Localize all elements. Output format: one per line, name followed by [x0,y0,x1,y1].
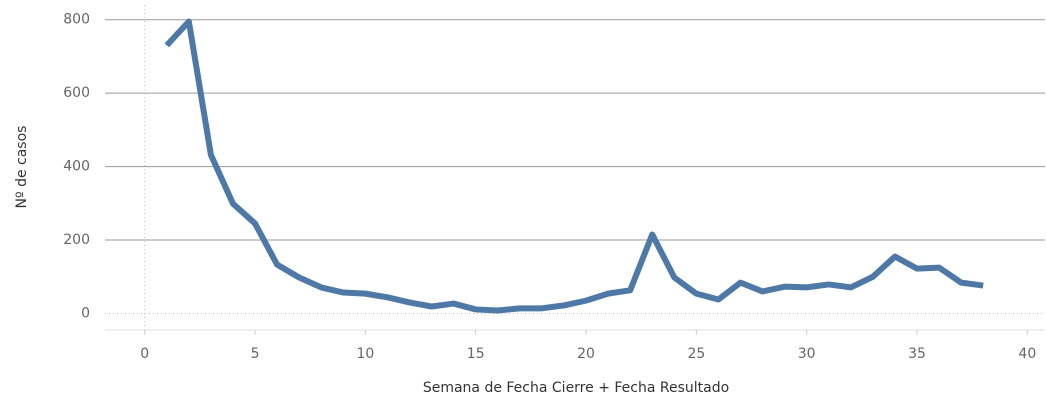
x-axis-title: Semana de Fecha Cierre + Fecha Resultado [423,380,729,396]
y-tick-label: 400 [63,159,90,175]
y-tick-label: 800 [63,12,90,28]
y-tick-label: 0 [81,305,90,321]
x-tick-label: 20 [577,346,595,362]
x-tick-label: 25 [687,346,705,362]
x-tick-label: 10 [356,346,374,362]
y-tick-label: 200 [63,232,90,248]
x-tick-label: 15 [467,346,485,362]
x-tick-label: 30 [798,346,816,362]
x-tick-label: 35 [908,346,926,362]
x-tick-label: 40 [1018,346,1036,362]
y-axis-title: Nº de casos [14,126,30,209]
x-tick-label: 5 [251,346,260,362]
y-tick-label: 600 [63,85,90,101]
x-tick-label: 0 [140,346,149,362]
line [164,18,984,314]
